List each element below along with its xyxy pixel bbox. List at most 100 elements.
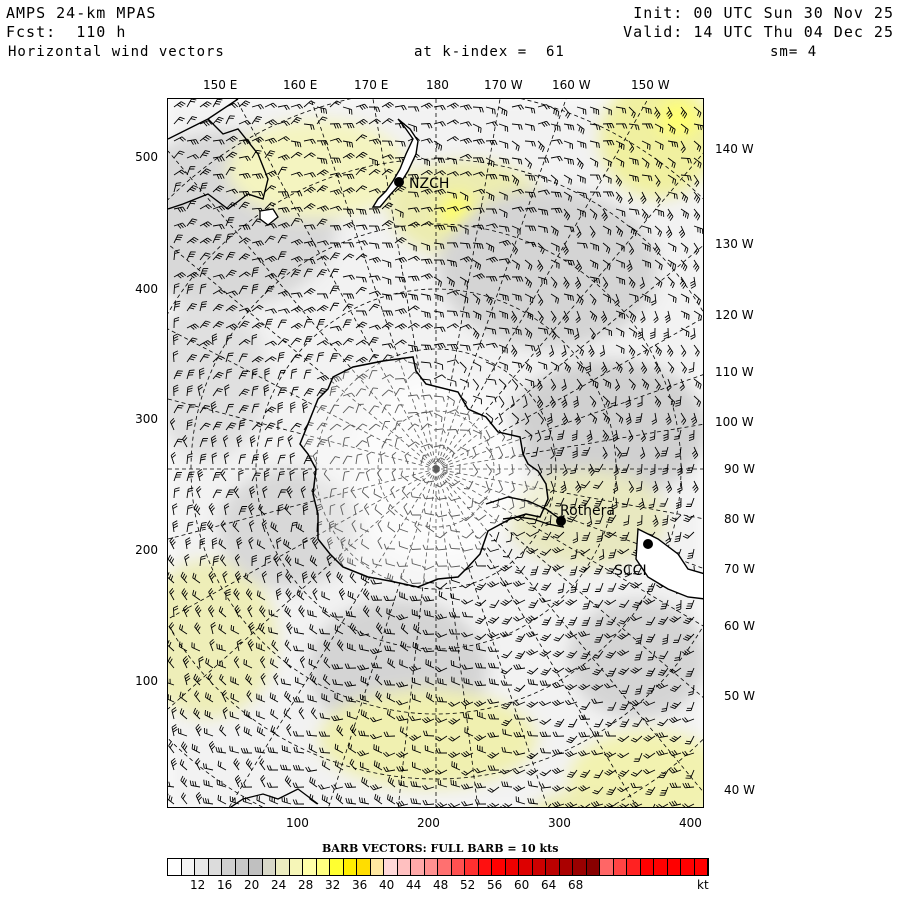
- wind-barb: [171, 707, 177, 720]
- wind-barb: [277, 207, 290, 213]
- wind-barb: [420, 293, 432, 301]
- wind-barb: [420, 411, 433, 417]
- wind-barb: [300, 485, 307, 499]
- wind-barb: [270, 521, 279, 533]
- wind-barb: [524, 293, 534, 304]
- wind-barb: [407, 275, 420, 282]
- wind-barb: [502, 548, 513, 558]
- wind-barb: [448, 701, 461, 707]
- wind-barb: [433, 444, 446, 450]
- wind-barb: [589, 140, 600, 149]
- wind-barb: [290, 103, 304, 110]
- wind-barb: [618, 667, 630, 676]
- wind-barb: [407, 106, 420, 112]
- bottom-coastline: [229, 788, 319, 807]
- wind-barb: [350, 486, 357, 499]
- lon-label-80w: 80 W: [724, 512, 755, 526]
- wind-barb: [218, 538, 227, 550]
- wind-barb: [524, 361, 533, 373]
- wind-barb: [472, 361, 482, 372]
- station-scci[interactable]: [643, 539, 653, 549]
- wind-barb: [526, 769, 539, 776]
- wind-barb: [369, 733, 383, 740]
- wind-barb: [186, 154, 200, 160]
- wind-barb: [446, 310, 459, 317]
- wind-barb: [412, 693, 422, 703]
- wind-barb: [173, 471, 183, 482]
- wind-barb: [675, 446, 682, 458]
- station-nzch[interactable]: [394, 177, 404, 187]
- wind-barb: [251, 356, 264, 363]
- wind-barb: [501, 650, 513, 659]
- wind-barb: [579, 480, 591, 489]
- wind-barb: [656, 732, 669, 739]
- wind-barb: [233, 588, 240, 601]
- wind-barb: [298, 707, 305, 720]
- wind-barb: [203, 779, 214, 788]
- wind-barb: [485, 327, 497, 335]
- wind-barb: [641, 157, 650, 169]
- color-bar-tick: 16: [217, 878, 233, 892]
- wind-barb: [539, 731, 552, 737]
- wind-barb: [264, 422, 276, 431]
- wind-barb: [578, 683, 591, 691]
- wind-barb: [368, 324, 382, 330]
- wind-barb: [511, 225, 521, 235]
- wind-barb: [615, 446, 622, 459]
- wind-barb: [212, 371, 224, 380]
- wind-barb: [185, 537, 192, 550]
- wind-barb: [355, 276, 367, 283]
- wind-barb: [524, 463, 531, 476]
- map-panel[interactable]: NZCH Rothera SCCI: [167, 98, 704, 808]
- wind-barb: [436, 645, 448, 652]
- wind-barb: [527, 780, 539, 788]
- wind-barb: [472, 446, 477, 460]
- wind-barb: [672, 633, 682, 644]
- wind-barb: [173, 487, 180, 499]
- wind-barb: [685, 769, 695, 779]
- wind-barb: [565, 599, 578, 606]
- wind-barb: [197, 384, 203, 397]
- wind-barb: [358, 797, 370, 805]
- wind-barb: [641, 242, 651, 252]
- wind-barb: [240, 782, 253, 788]
- wind-barb: [575, 480, 582, 494]
- wind-barb: [435, 561, 448, 567]
- wind-barb: [628, 208, 640, 216]
- color-bar-unit: kt: [697, 878, 709, 892]
- wind-barb: [303, 203, 316, 210]
- wind-barb: [501, 616, 513, 625]
- wind-barb: [537, 174, 548, 183]
- wind-barb: [636, 463, 643, 475]
- wind-barb: [632, 718, 643, 728]
- wind-barb: [682, 649, 695, 656]
- wind-barb: [537, 225, 548, 234]
- wind-barb: [544, 429, 552, 441]
- wind-barb: [501, 781, 513, 788]
- wind-barb: [589, 293, 597, 306]
- wind-barb: [168, 741, 175, 754]
- wind-barb: [582, 582, 591, 593]
- wind-barb: [570, 582, 578, 594]
- wind-barb: [264, 273, 278, 280]
- wind-barb: [562, 310, 569, 323]
- wind-barb: [566, 514, 578, 523]
- wind-barb: [549, 395, 556, 408]
- color-swatch: [195, 859, 209, 875]
- wind-barb: [254, 746, 266, 754]
- wind-barb: [168, 572, 175, 584]
- wind-barb: [667, 191, 678, 200]
- wind-barb: [681, 750, 695, 757]
- wind-barb: [316, 305, 329, 312]
- color-bar-tick: 44: [406, 878, 422, 892]
- wind-barb: [667, 157, 676, 169]
- wind-barb: [602, 123, 615, 129]
- wind-barb: [394, 237, 407, 244]
- wind-barb: [475, 582, 487, 591]
- wind-barb: [513, 785, 526, 792]
- wind-barb: [423, 730, 435, 737]
- station-rothera[interactable]: [556, 516, 566, 526]
- wind-barb: [446, 323, 459, 329]
- wind-barb: [277, 290, 291, 297]
- wind-barb: [693, 378, 702, 390]
